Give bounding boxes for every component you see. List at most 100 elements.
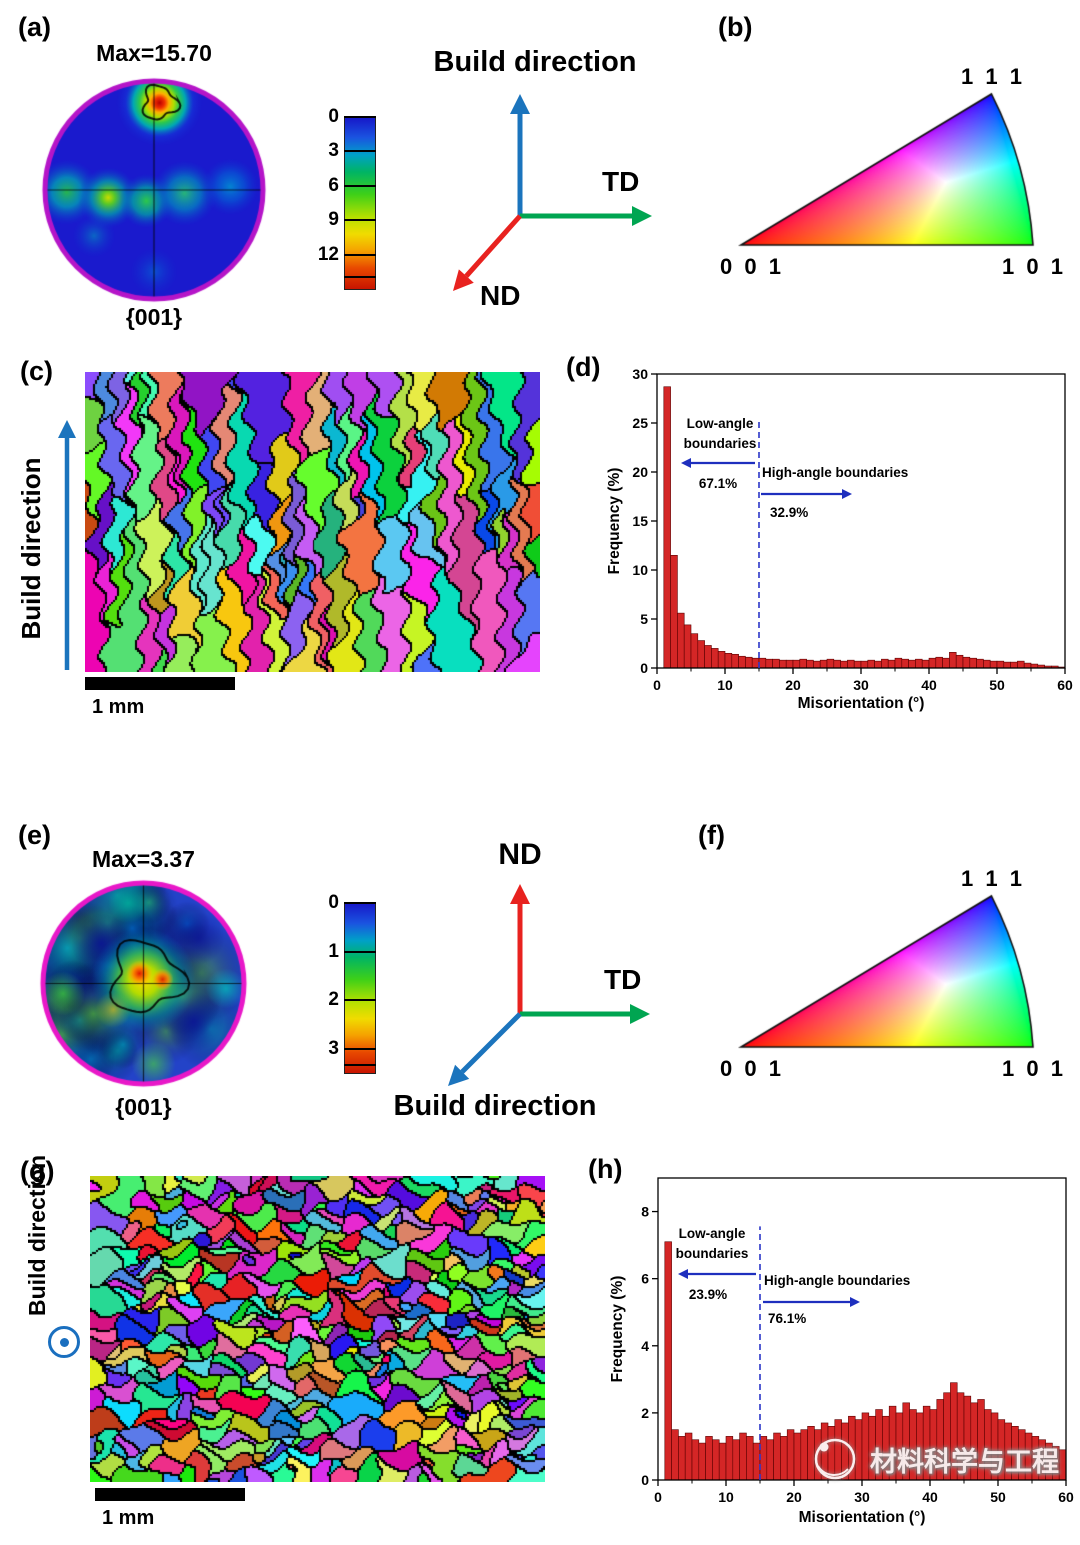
colorbar-tick — [344, 1063, 376, 1066]
colorbar-tick — [344, 999, 376, 1002]
colorbar-tick-label: 0 — [328, 106, 339, 127]
colorbar-tick — [344, 253, 376, 256]
svg-text:0: 0 — [654, 1489, 662, 1505]
svg-text:23.9%: 23.9% — [689, 1287, 727, 1302]
watermark-text: 材料科学与工程 — [870, 1446, 1059, 1477]
scalebar-g — [95, 1488, 245, 1501]
annotations: Low-angle boundaries 23.9% High-angle bound… — [676, 1226, 911, 1326]
axes-top-up-label: Build direction — [433, 46, 637, 78]
pole-figure-a-canvas — [38, 74, 270, 306]
svg-text:boundaries: boundaries — [676, 1246, 749, 1261]
colorbar-tick-label: 0 — [328, 892, 339, 913]
colorbar-tick-label: 1 — [328, 940, 339, 962]
panel-a-tag: (a) — [18, 12, 51, 42]
svg-text:30: 30 — [853, 677, 869, 693]
colorbar-tick-label: 2 — [328, 989, 339, 1011]
svg-text:8: 8 — [641, 1204, 649, 1220]
plot: 0 10 20 30 40 50 60 0 2 4 6 8 Misorientation (°) Freq… — [609, 1177, 1074, 1526]
ipf-color-key-b-canvas — [738, 88, 1038, 250]
plot: 0 10 20 30 40 50 60 0 5 10 15 20 25 30 Misorientation … — [606, 366, 1073, 712]
svg-text:Misorientation (°): Misorientation (°) — [798, 695, 925, 712]
svg-text:20: 20 — [632, 464, 648, 480]
colorbar-a: 0 3 6 9 12 — [318, 106, 376, 290]
svg-text:0: 0 — [641, 1472, 649, 1488]
svg-text:Low-angle: Low-angle — [687, 416, 754, 431]
svg-text:10: 10 — [632, 562, 648, 578]
svg-text:High-angle boundaries: High-angle boundaries — [764, 1273, 910, 1288]
svg-text:2: 2 — [641, 1405, 649, 1421]
colorbar-tick-label: 6 — [328, 174, 339, 196]
svg-text:Misorientation (°): Misorientation (°) — [799, 1509, 926, 1526]
svg-text:60: 60 — [1057, 677, 1073, 693]
build-direction-c-arrow — [58, 420, 76, 670]
misorientation-histogram-h: 0 10 20 30 40 50 60 0 2 4 6 8 Misorientation (°) Freq… — [609, 1177, 1074, 1526]
axes-top-nd-label: ND — [480, 280, 521, 311]
colorbar-tick — [344, 950, 376, 953]
ipf-f-111-label: 1 1 1 — [961, 866, 1025, 891]
colorbar-tick — [344, 902, 376, 904]
bars — [664, 1241, 1067, 1481]
ebsd-map-c-canvas — [85, 372, 540, 672]
colorbar-tick-label: 9 — [328, 209, 339, 231]
ipf-b-111-label: 1 1 1 — [961, 64, 1025, 89]
svg-text:0: 0 — [640, 660, 648, 676]
colorbar-tick — [344, 150, 376, 153]
svg-text:25: 25 — [632, 415, 648, 431]
scalebar-c-label: 1 mm — [92, 696, 145, 718]
bars — [663, 386, 1066, 669]
ebsd-map-g-canvas — [90, 1176, 545, 1482]
watermark-logo-icon — [814, 1438, 856, 1480]
svg-text:10: 10 — [718, 1489, 734, 1505]
pole-figure-e-max: Max=3.37 — [92, 846, 195, 872]
panel-d-tag: (d) — [566, 352, 601, 382]
axes-bottom-build-label: Build direction — [393, 1090, 597, 1122]
panel-f-tag: (f) — [698, 820, 725, 850]
scalebar-g-label: 1 mm — [102, 1507, 155, 1529]
svg-text:Frequency (%): Frequency (%) — [609, 1276, 626, 1383]
svg-text:5: 5 — [640, 611, 648, 627]
panel-h-tag: (h) — [588, 1154, 623, 1184]
svg-text:40: 40 — [922, 1489, 938, 1505]
svg-text:50: 50 — [990, 1489, 1006, 1505]
colorbar-e: 0 1 2 3 — [328, 892, 376, 1074]
svg-text:boundaries: boundaries — [684, 436, 757, 451]
colorbar-tick-label: 3 — [328, 1037, 339, 1059]
colorbar-tick — [344, 116, 376, 118]
svg-text:15: 15 — [632, 513, 648, 529]
svg-text:20: 20 — [786, 1489, 802, 1505]
pole-figure-a-max: Max=15.70 — [96, 40, 212, 66]
panel-c-tag: (c) — [20, 356, 53, 386]
svg-text:40: 40 — [921, 677, 937, 693]
ipf-color-key-f-canvas — [738, 890, 1038, 1052]
svg-text:Low-angle: Low-angle — [679, 1226, 746, 1241]
svg-text:0: 0 — [653, 677, 661, 693]
svg-text:High-angle boundaries: High-angle boundaries — [762, 465, 908, 480]
ipf-b-001-label: 0 0 1 — [720, 254, 784, 279]
svg-text:32.9%: 32.9% — [770, 505, 808, 520]
pole-figure-a-plane-label: {001} — [125, 304, 183, 330]
colorbar-tick — [344, 184, 376, 187]
ipf-b-101-label: 1 0 1 — [1002, 254, 1066, 279]
svg-text:67.1%: 67.1% — [699, 476, 737, 491]
axes-bottom-td-label: TD — [604, 964, 642, 995]
ipf-f-101-label: 1 0 1 — [1002, 1056, 1066, 1081]
axes-bottom-nd-label: ND — [498, 838, 542, 871]
build-direction-c-label: Build direction — [16, 457, 46, 640]
annotations: Low-angle boundaries 67.1% High-angle bound… — [681, 416, 908, 520]
pole-figure-e-plane-label: {001} — [115, 1094, 172, 1120]
colorbar-tick-label: 3 — [328, 140, 339, 162]
svg-text:10: 10 — [717, 677, 733, 693]
panel-e-tag: (e) — [18, 820, 51, 850]
watermark: 材料科学与工程 — [810, 1434, 1059, 1484]
colorbar-tick — [344, 219, 376, 222]
axes-bottom-diagram — [448, 884, 650, 1086]
svg-text:30: 30 — [632, 366, 648, 382]
out-of-plane-direction-icon — [48, 1326, 80, 1358]
svg-text:30: 30 — [854, 1489, 870, 1505]
panel-b-tag: (b) — [718, 12, 753, 42]
colorbar-tick — [344, 1047, 376, 1050]
axes-top-td-label: TD — [602, 166, 640, 197]
svg-text:60: 60 — [1058, 1489, 1074, 1505]
scalebar-c — [85, 677, 235, 690]
